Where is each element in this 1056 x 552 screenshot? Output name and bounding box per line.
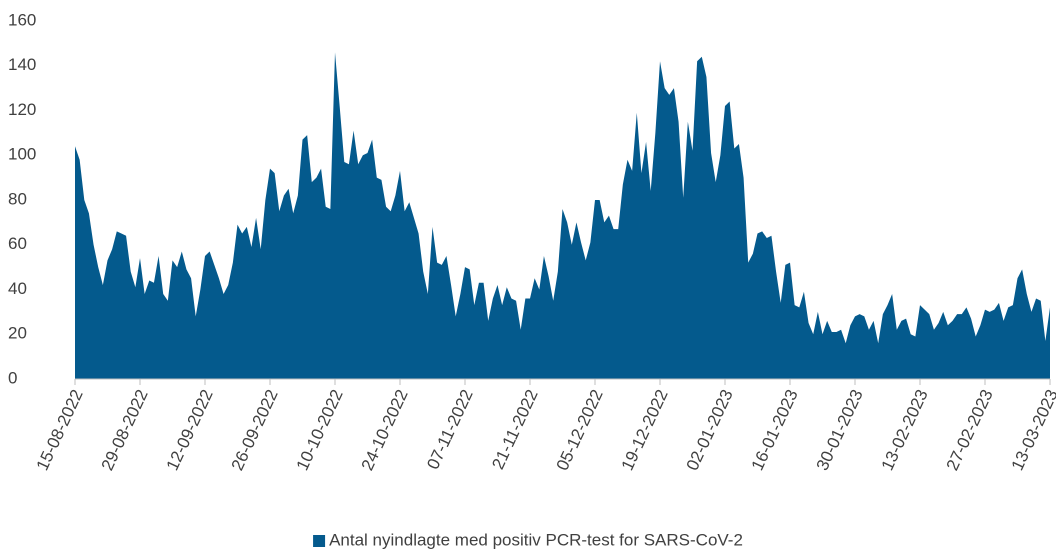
x-tick-label: 10-10-2022	[293, 387, 347, 474]
y-tick-label: 0	[8, 368, 17, 387]
x-tick-label: 16-01-2023	[748, 387, 802, 474]
y-tick-label: 160	[8, 10, 36, 29]
x-tick-label: 24-10-2022	[358, 387, 412, 474]
x-tick-label: 30-01-2023	[813, 387, 867, 474]
x-tick-label: 26-09-2022	[228, 387, 282, 474]
x-tick-label: 13-02-2023	[878, 387, 932, 474]
x-tick-label: 12-09-2022	[163, 387, 217, 474]
x-tick-label: 21-11-2022	[488, 387, 541, 473]
x-tick-label: 15-08-2022	[33, 387, 87, 474]
legend-swatch	[313, 535, 326, 547]
y-tick-label: 80	[8, 189, 27, 208]
x-tick-label: 29-08-2022	[98, 387, 152, 474]
x-tick-label: 19-12-2022	[618, 387, 672, 474]
x-tick-label: 02-01-2023	[683, 387, 737, 474]
legend-label: Antal nyindlagte med positiv PCR-test fo…	[329, 530, 743, 549]
y-tick-label: 60	[8, 234, 27, 253]
y-tick-label: 40	[8, 279, 27, 298]
x-tick-label: 13-03-2023	[1008, 387, 1056, 474]
x-tick-label: 27-02-2023	[943, 387, 997, 474]
y-tick-label: 120	[8, 100, 36, 119]
y-tick-label: 20	[8, 324, 27, 343]
x-tick-label: 05-12-2022	[553, 387, 607, 474]
area	[75, 52, 1050, 379]
y-tick-label: 100	[8, 145, 36, 164]
y-tick-label: 140	[8, 55, 36, 74]
x-tick-label: 07-11-2022	[423, 387, 476, 473]
